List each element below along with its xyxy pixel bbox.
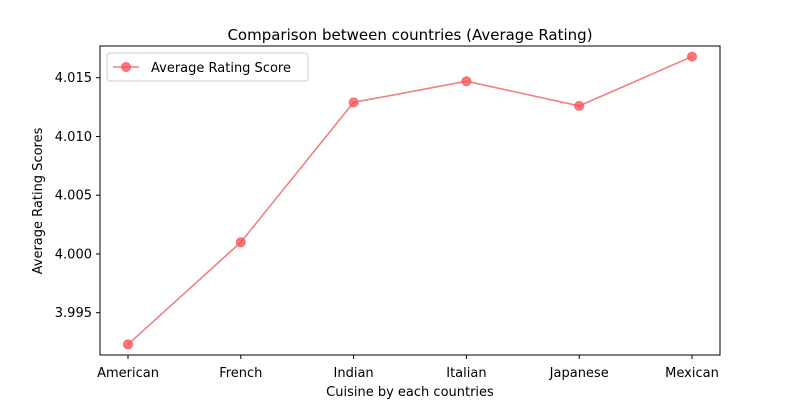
axes-frame — [99, 45, 721, 356]
data-point — [348, 97, 359, 108]
data-point — [123, 339, 133, 350]
x-axis-label: Cuisine by each countries — [326, 385, 494, 400]
series-group — [123, 51, 697, 350]
y-axis-ticks: 3.995 4.000 4.005 4.010 4.015 — [55, 71, 100, 321]
y-tick-label: 4.010 — [55, 130, 92, 145]
y-axis-label: Average Rating Scores — [31, 127, 46, 274]
data-point — [574, 100, 585, 111]
x-tick-label: Mexican — [665, 366, 719, 381]
legend-box — [106, 52, 309, 82]
data-point — [235, 237, 246, 248]
x-tick-label: Japanese — [549, 366, 609, 381]
data-point — [687, 51, 697, 62]
legend-marker-swatch — [121, 62, 131, 72]
legend-label: Average Rating Score — [151, 61, 291, 76]
x-tick-label: American — [97, 366, 159, 381]
y-tick-label: 4.015 — [55, 71, 92, 86]
x-tick-label: Italian — [446, 366, 486, 381]
x-tick-label: Indian — [334, 366, 374, 381]
chart-title: Comparison between countries (Average Ra… — [227, 26, 592, 44]
y-tick-label: 4.005 — [55, 189, 92, 204]
plot-area — [99, 45, 721, 356]
y-tick-label: 3.995 — [55, 306, 92, 321]
legend: Average Rating Score — [106, 52, 309, 82]
data-point — [461, 76, 472, 87]
x-tick-label: French — [219, 366, 262, 381]
y-tick-label: 4.000 — [55, 247, 92, 262]
x-axis-ticks: American French Indian Italian Japanese Mexic… — [97, 355, 719, 381]
series-line — [127, 55, 693, 346]
